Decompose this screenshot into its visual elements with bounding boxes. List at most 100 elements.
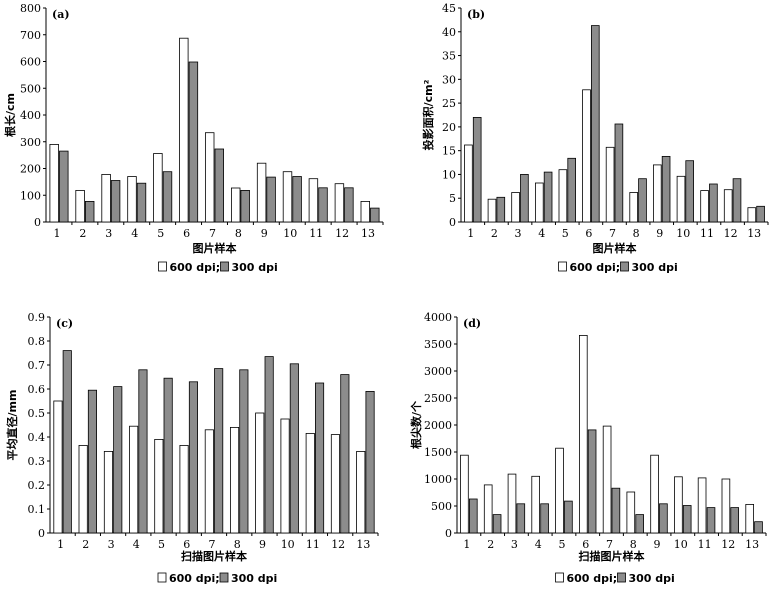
x-tick-label: 13 bbox=[747, 227, 761, 240]
x-tick-label: 10 bbox=[674, 538, 688, 551]
legend: 600 dpi; 300 dpi bbox=[555, 572, 675, 585]
bar-600dpi bbox=[653, 164, 662, 223]
x-tick-label: 12 bbox=[724, 227, 738, 240]
x-tick-label: 10 bbox=[283, 227, 297, 240]
bar-300dpi bbox=[564, 500, 573, 534]
bar-600dpi bbox=[255, 412, 265, 534]
chart-panel: 00.10.20.30.40.50.60.70.80.91 2 3 4 5 6 7 8 9 10 1… bbox=[5, 311, 379, 585]
bar-300dpi bbox=[520, 173, 529, 223]
bar-600dpi bbox=[229, 426, 240, 534]
bar-300dpi bbox=[635, 514, 644, 534]
x-tick-label: 11 bbox=[700, 227, 714, 240]
bar-600dpi bbox=[745, 503, 754, 534]
bar-300dpi bbox=[85, 200, 95, 223]
bar-600dpi bbox=[723, 189, 733, 223]
y-tick-label: 0.4 bbox=[28, 431, 46, 444]
x-tick-label: 10 bbox=[676, 227, 690, 240]
x-tick-label: 13 bbox=[745, 538, 759, 551]
panel-label: (c) bbox=[56, 317, 73, 330]
bar-300dpi bbox=[113, 386, 123, 534]
bar-300dpi bbox=[756, 205, 765, 223]
x-tick-label: 2 bbox=[491, 227, 498, 240]
y-axis-title: 根尖数/个 bbox=[409, 400, 423, 449]
bar-600dpi bbox=[582, 89, 591, 223]
bar-600dpi bbox=[555, 447, 564, 534]
x-tick-label: 9 bbox=[259, 538, 266, 551]
bar-600dpi bbox=[700, 190, 709, 223]
bar-300dpi bbox=[365, 390, 375, 534]
x-tick-label: 3 bbox=[511, 538, 518, 551]
bar-600dpi bbox=[129, 425, 139, 534]
x-tick-label: 6 bbox=[183, 538, 190, 551]
bar-300dpi bbox=[468, 498, 478, 534]
y-tick-label: 700 bbox=[20, 29, 41, 42]
bar-300dpi bbox=[162, 171, 173, 223]
bar-600dpi bbox=[179, 444, 189, 534]
bar-300dpi bbox=[59, 150, 69, 223]
x-tick-label: 4 bbox=[538, 227, 545, 240]
bar-300dpi bbox=[214, 368, 224, 534]
bar-300dpi bbox=[239, 369, 249, 534]
bar-300dpi bbox=[685, 160, 694, 223]
y-tick-label: 0.7 bbox=[28, 359, 46, 372]
x-tick-label: 1 bbox=[57, 538, 64, 551]
bar-300dpi bbox=[567, 157, 576, 223]
x-tick-label: 3 bbox=[108, 538, 115, 551]
bar-600dpi bbox=[103, 450, 114, 534]
y-tick-label: 200 bbox=[20, 163, 41, 176]
x-axis-title: 图片样本 bbox=[193, 241, 237, 255]
x-axis-title: 扫描图片样本 bbox=[579, 549, 645, 563]
bar-600dpi bbox=[579, 334, 588, 534]
bar-600dpi bbox=[153, 153, 163, 223]
y-axis-title: 平均直径/mm bbox=[5, 390, 19, 461]
y-tick-label: 1000 bbox=[424, 473, 452, 486]
y-tick-label: 100 bbox=[20, 189, 41, 202]
legend: 600 dpi; 300 dpi bbox=[158, 261, 278, 274]
x-tick-label: 6 bbox=[183, 227, 190, 240]
legend-label-300dpi: 300 dpi bbox=[629, 572, 675, 585]
bar-600dpi bbox=[602, 425, 612, 534]
x-tick-label: 7 bbox=[209, 538, 216, 551]
x-tick-label: 2 bbox=[79, 227, 86, 240]
bar-600dpi bbox=[460, 454, 469, 534]
y-tick-label: 30 bbox=[442, 73, 456, 86]
bar-300dpi bbox=[266, 176, 276, 223]
legend-swatch-300dpi bbox=[219, 572, 229, 583]
x-axis-title: 图片样本 bbox=[593, 241, 637, 255]
bar-600dpi bbox=[356, 450, 366, 534]
y-tick-label: 0 bbox=[445, 527, 452, 540]
y-tick-label: 800 bbox=[20, 2, 41, 15]
bar-300dpi bbox=[318, 187, 328, 223]
y-tick-label: 10 bbox=[442, 168, 456, 181]
y-tick-label: 35 bbox=[442, 50, 456, 63]
x-tick-label: 1 bbox=[463, 538, 470, 551]
bar-600dpi bbox=[230, 187, 241, 223]
bar-600dpi bbox=[78, 444, 88, 534]
legend-swatch-600dpi bbox=[157, 572, 167, 583]
bar-600dpi bbox=[154, 438, 164, 534]
x-tick-label: 1 bbox=[54, 227, 61, 240]
bar-300dpi bbox=[591, 25, 600, 223]
bar-600dpi bbox=[204, 429, 214, 534]
x-tick-label: 12 bbox=[335, 227, 349, 240]
x-tick-label: 11 bbox=[698, 538, 712, 551]
bar-300dpi bbox=[314, 382, 325, 534]
panel-label: (d) bbox=[463, 317, 481, 330]
x-tick-label: 6 bbox=[582, 538, 589, 551]
bar-600dpi bbox=[464, 144, 473, 223]
y-tick-label: 0 bbox=[38, 527, 45, 540]
bar-300dpi bbox=[730, 507, 739, 534]
bar-300dpi bbox=[754, 521, 763, 534]
y-tick-label: 45 bbox=[442, 2, 456, 15]
legend-label-600dpi: 600 dpi; bbox=[170, 261, 221, 274]
x-tick-label: 4 bbox=[133, 538, 140, 551]
y-tick-label: 0.2 bbox=[28, 479, 46, 492]
bar-300dpi bbox=[709, 183, 718, 223]
y-tick-label: 0.6 bbox=[28, 383, 46, 396]
bar-600dpi bbox=[626, 491, 636, 534]
bar-300dpi bbox=[214, 148, 225, 223]
y-tick-label: 4000 bbox=[424, 311, 452, 324]
bar-600dpi bbox=[629, 192, 638, 223]
y-tick-label: 20 bbox=[442, 121, 456, 134]
